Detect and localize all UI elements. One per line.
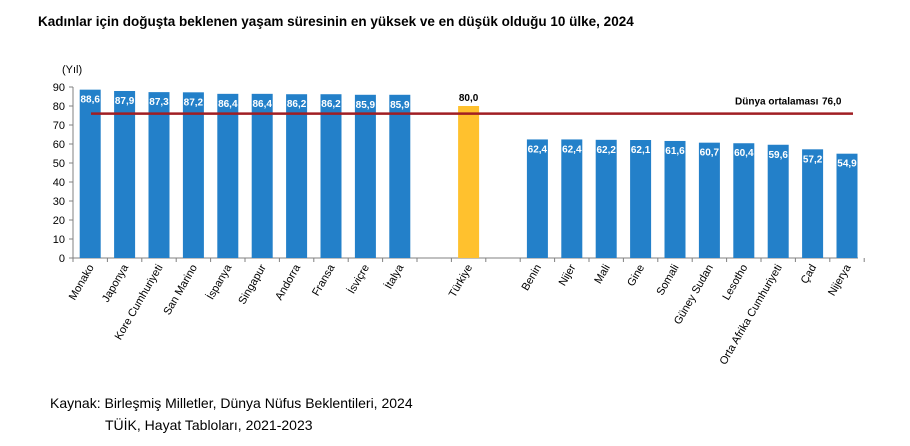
x-tick-label: İtalya [382, 261, 407, 291]
x-tick-label: Benin [520, 263, 544, 293]
reference-line-value: 76,0 [822, 97, 842, 108]
data-label: 86,4 [252, 99, 272, 110]
y-tick-label: 50 [53, 158, 65, 170]
data-label: 61,6 [665, 146, 685, 157]
data-label: 54,9 [837, 159, 857, 170]
data-label: 62,1 [631, 145, 651, 156]
bar [664, 140, 686, 258]
y-axis-label: (Yıl) [62, 64, 82, 76]
x-tick-label: Fransa [310, 262, 338, 298]
data-label: 62,4 [528, 144, 548, 155]
data-label: 88,6 [80, 95, 100, 106]
data-label: 59,6 [768, 150, 788, 161]
x-tick-label: Gine [625, 263, 647, 289]
data-label: 57,2 [803, 154, 823, 165]
bar [561, 139, 583, 258]
bar [354, 94, 376, 258]
x-tick-label: Lesotho [720, 263, 750, 303]
data-label: 87,2 [184, 97, 204, 108]
bar [595, 139, 617, 258]
x-tick-label: Monako [67, 263, 97, 303]
y-tick-label: 90 [53, 82, 65, 94]
x-tick-label: Orta Afrika Cumhuriyeti [718, 263, 785, 367]
x-tick-label: Nijerya [826, 262, 854, 298]
bar [79, 89, 101, 258]
source-line-2: TÜİK, Hayat Tabloları, 2021-2023 [105, 417, 313, 433]
bar [630, 140, 652, 258]
bar [526, 139, 548, 258]
y-tick-label: 40 [53, 177, 65, 189]
data-label: 60,4 [734, 148, 754, 159]
data-label: 87,9 [115, 96, 135, 107]
data-label: 62,4 [562, 144, 582, 155]
y-tick-label: 10 [53, 234, 65, 246]
x-tick-label: Andorra [273, 262, 303, 303]
y-tick-label: 60 [53, 139, 65, 151]
bar [802, 149, 824, 258]
data-label: 62,2 [596, 145, 616, 156]
data-label: 80,0 [459, 93, 479, 104]
bar [217, 93, 239, 258]
data-label: 85,9 [356, 100, 376, 111]
reference-line-label: Dünya ortalaması [735, 97, 819, 108]
x-tick-label: İspanya [204, 261, 235, 302]
x-tick-label: San Marino [161, 263, 200, 318]
bar [389, 94, 411, 258]
x-tick-label: Singapur [236, 262, 269, 306]
data-label: 86,2 [287, 99, 307, 110]
bar [320, 94, 342, 258]
bar [148, 92, 170, 258]
x-tick-label: Çad [799, 263, 819, 286]
bar-highlight [458, 106, 480, 258]
chart-title: Kadınlar için doğuşta beklenen yaşam sür… [38, 14, 634, 29]
data-label: 86,4 [218, 99, 238, 110]
data-label: 86,2 [321, 99, 341, 110]
bar [767, 144, 789, 258]
x-tick-label: Türkiye [447, 263, 475, 300]
bar [836, 153, 858, 258]
data-label: 85,9 [390, 100, 410, 111]
bar [733, 143, 755, 258]
data-label: 87,3 [149, 97, 169, 108]
x-tick-label: Mali [592, 263, 612, 286]
bar [114, 90, 136, 259]
x-tick-label: Nijer [557, 262, 579, 288]
source-line-1: Kaynak: Birleşmiş Milletler, Dünya Nüfus… [50, 395, 413, 411]
bar [698, 142, 720, 258]
bar [251, 93, 273, 258]
y-tick-label: 20 [53, 215, 65, 227]
data-label: 60,7 [700, 148, 720, 159]
y-tick-label: 70 [53, 120, 65, 132]
x-tick-label: Somali [654, 263, 681, 298]
x-tick-label: Japonya [100, 262, 132, 305]
bar [182, 92, 204, 258]
bar [286, 94, 308, 258]
x-tick-label: İsviçre [345, 262, 372, 296]
y-tick-label: 30 [53, 196, 65, 208]
y-tick-label: 0 [59, 253, 65, 265]
y-tick-label: 80 [53, 101, 65, 113]
